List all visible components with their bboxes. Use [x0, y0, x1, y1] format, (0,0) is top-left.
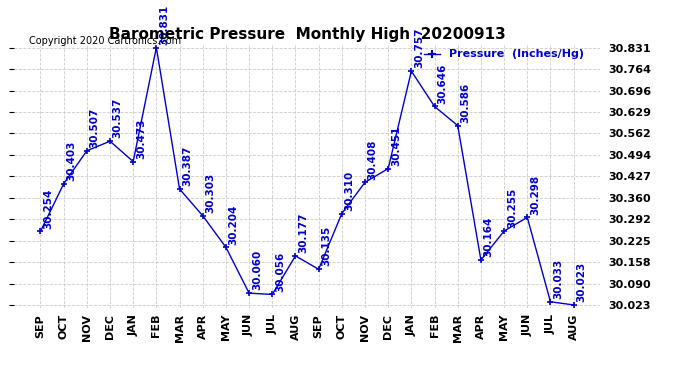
Title: Barometric Pressure  Monthly High  20200913: Barometric Pressure Monthly High 2020091… [109, 27, 505, 42]
Text: 30.473: 30.473 [136, 118, 146, 159]
Text: 30.135: 30.135 [322, 226, 331, 267]
Text: 30.164: 30.164 [484, 217, 493, 257]
Legend: Pressure  (Inches/Hg): Pressure (Inches/Hg) [419, 45, 589, 64]
Text: 30.056: 30.056 [275, 251, 285, 292]
Text: 30.757: 30.757 [414, 28, 424, 68]
Text: 30.060: 30.060 [252, 250, 262, 290]
Text: 30.537: 30.537 [112, 98, 123, 138]
Text: 30.586: 30.586 [460, 82, 471, 123]
Text: 30.451: 30.451 [391, 126, 401, 166]
Text: 30.303: 30.303 [206, 173, 215, 213]
Text: 30.646: 30.646 [437, 63, 447, 104]
Text: 30.403: 30.403 [66, 141, 77, 181]
Text: 30.408: 30.408 [368, 139, 378, 180]
Text: 30.204: 30.204 [228, 204, 239, 245]
Text: 30.310: 30.310 [344, 171, 355, 211]
Text: 30.387: 30.387 [182, 146, 193, 186]
Text: 30.507: 30.507 [90, 108, 99, 148]
Text: 30.254: 30.254 [43, 188, 53, 229]
Text: 30.033: 30.033 [553, 259, 563, 299]
Text: 30.831: 30.831 [159, 4, 169, 45]
Text: 30.255: 30.255 [507, 188, 517, 228]
Text: 30.023: 30.023 [576, 262, 586, 302]
Text: 30.177: 30.177 [298, 213, 308, 253]
Text: 30.298: 30.298 [530, 174, 540, 214]
Text: Copyright 2020 Cartronics.com: Copyright 2020 Cartronics.com [29, 36, 181, 46]
